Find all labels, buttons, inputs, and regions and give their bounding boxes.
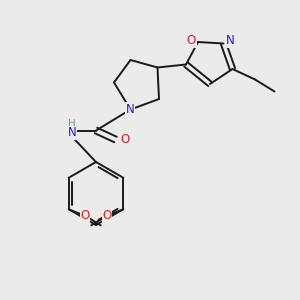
Text: N: N xyxy=(226,34,235,47)
Text: O: O xyxy=(120,133,129,146)
Text: N: N xyxy=(68,126,76,140)
Text: H: H xyxy=(68,119,76,129)
Text: O: O xyxy=(102,209,111,222)
Text: O: O xyxy=(187,34,196,47)
Text: N: N xyxy=(125,103,134,116)
Text: O: O xyxy=(81,209,90,222)
